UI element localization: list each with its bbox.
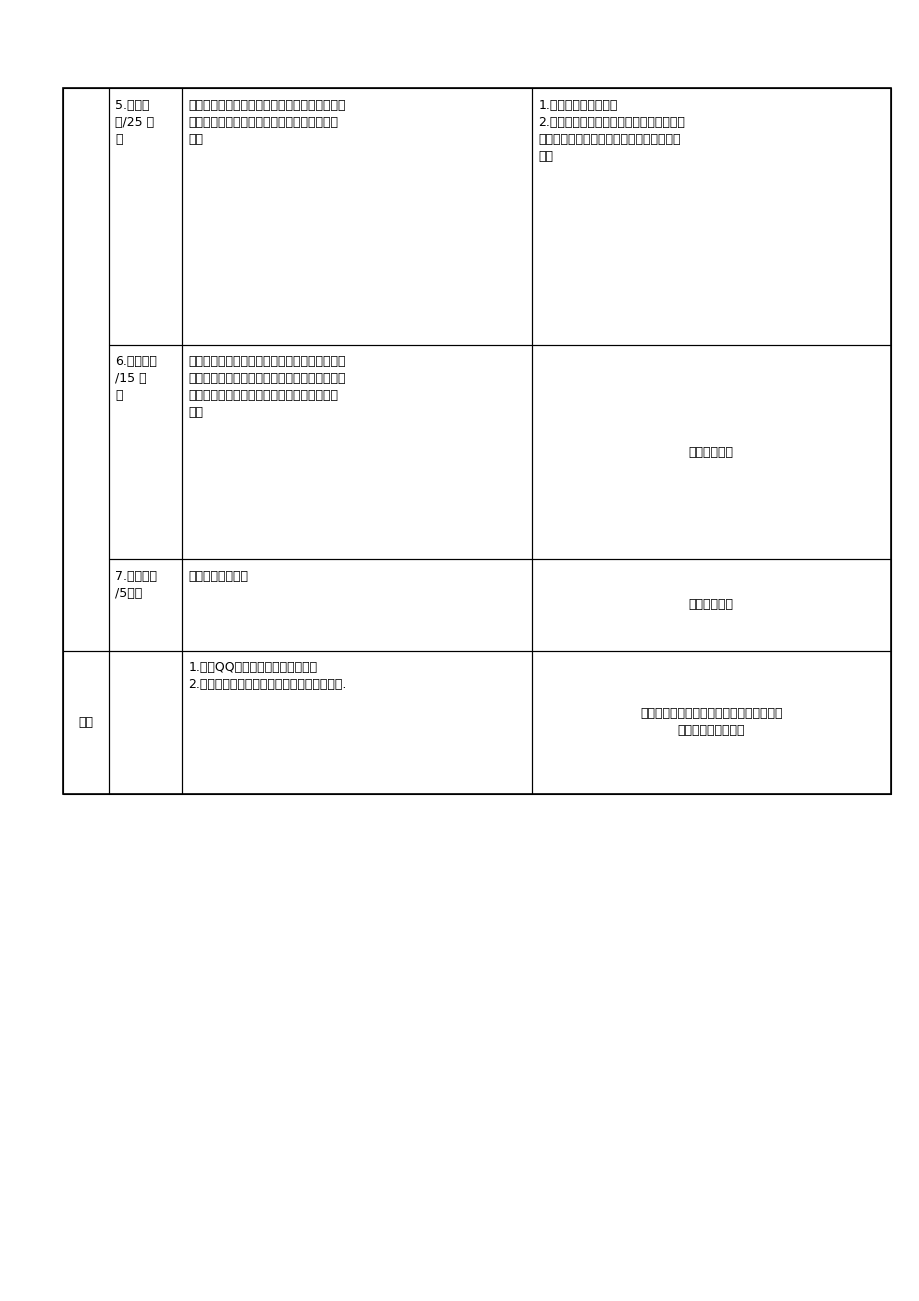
Bar: [62, 650, 108, 794]
Bar: [182, 88, 531, 345]
Bar: [62, 88, 108, 650]
Text: 7.布置作业
/5分钟: 7.布置作业 /5分钟: [115, 570, 157, 600]
Bar: [108, 559, 182, 650]
Text: 作业：平台上习题: 作业：平台上习题: [188, 570, 248, 583]
Bar: [531, 650, 890, 794]
Text: 学生利用云课堂完成课堂相关资料查看，并完成
课上在线自测题目，同时利用仿真软件进行训
练。: 学生利用云课堂完成课堂相关资料查看，并完成 课上在线自测题目，同时利用仿真软件进…: [188, 99, 346, 146]
Bar: [108, 88, 182, 345]
Text: 6.总结分析
/15 分
钟: 6.总结分析 /15 分 钟: [115, 355, 157, 402]
Bar: [531, 345, 890, 559]
Text: 巩固所学知识: 巩固所学知识: [688, 598, 732, 611]
Text: 巩固所学知识，掌握难点、易错点，完成课
程平台上的相关习题: 巩固所学知识，掌握难点、易错点，完成课 程平台上的相关习题: [640, 706, 781, 738]
Bar: [62, 88, 890, 794]
Text: 5.学生自
测/25 分
钟: 5.学生自 测/25 分 钟: [115, 99, 154, 146]
Text: 1.完成在线自测题目；
2.利用宇龙仿真软件、动画、视频等了解三
相异步电动机的运行特性，加深对知识的理
解。: 1.完成在线自测题目； 2.利用宇龙仿真软件、动画、视频等了解三 相异步电动机的…: [538, 99, 685, 163]
Bar: [182, 650, 531, 794]
Bar: [182, 345, 531, 559]
Bar: [108, 345, 182, 559]
Bar: [531, 88, 890, 345]
Text: 巩固所学知识: 巩固所学知识: [688, 446, 732, 458]
Text: 1.通过QQ群、职教云等开展答疑。
2.协助学生进行总结，并完成平台习题解答。.: 1.通过QQ群、职教云等开展答疑。 2.协助学生进行总结，并完成平台习题解答。.: [188, 661, 346, 691]
Bar: [62, 88, 890, 794]
Bar: [108, 650, 182, 794]
Text: 课后: 课后: [78, 716, 93, 729]
Bar: [182, 559, 531, 650]
Bar: [531, 559, 890, 650]
Text: 根据同学们自测情况，分析难点，并总结本节课
的重点内容：能耗制动电路结构、工作原理及控
制要求，几种能耗制动控制电路控制过程分析
等。: 根据同学们自测情况，分析难点，并总结本节课 的重点内容：能耗制动电路结构、工作原…: [188, 355, 346, 419]
